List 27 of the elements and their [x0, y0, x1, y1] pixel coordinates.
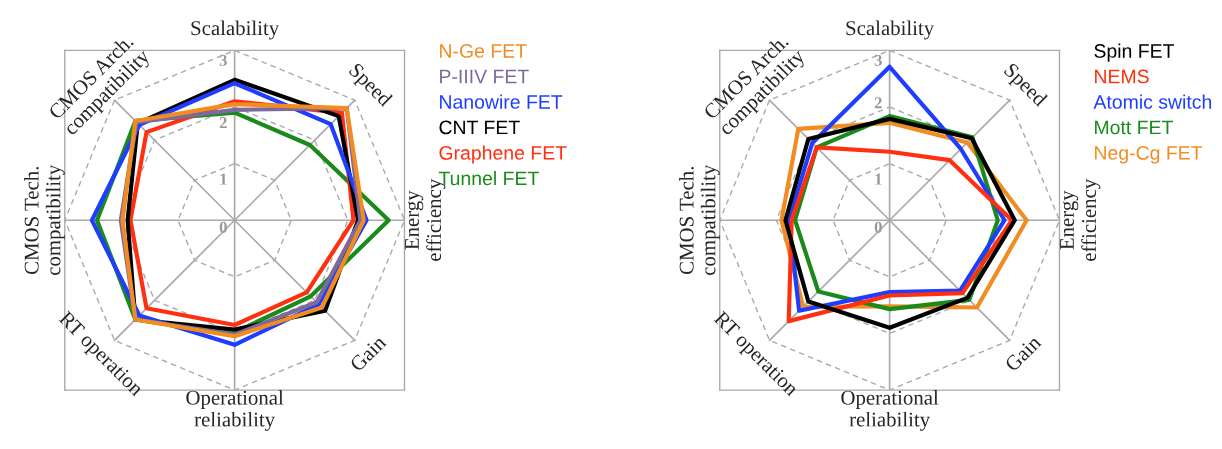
y-tick-label: 0	[219, 221, 227, 233]
spoke-label: CMOS Tech. compatibility	[24, 164, 65, 275]
y-tick-label: 0	[874, 221, 882, 233]
y-tick-label: 1	[220, 173, 227, 185]
y-tick-label: 3	[874, 54, 882, 66]
text: Neg-Cg FET	[1095, 146, 1203, 164]
text: Atomic switch	[1093, 94, 1212, 109]
y-tick-label: 2	[874, 97, 882, 109]
spoke-label: CMOS Tech. compatibility	[679, 164, 720, 275]
text: N-Ge FET	[440, 44, 527, 58]
text: Mott FET	[1095, 120, 1173, 135]
text: NEMS	[1095, 69, 1149, 84]
text: Graphene FET	[439, 145, 567, 164]
spoke-label: Scalability	[191, 20, 280, 40]
text: P-IIIV FET	[440, 69, 529, 84]
spoke-label: Energy efficiency	[1060, 178, 1101, 261]
text: CNT FET	[439, 120, 520, 135]
spoke-label: Operational reliability	[841, 390, 939, 431]
spoke-label: Gain	[1004, 334, 1042, 373]
y-tick-label: 3	[219, 54, 227, 66]
spoke-label: Operational reliability	[186, 390, 284, 431]
spoke-label: Gain	[349, 334, 387, 373]
spoke-label: Scalability	[846, 20, 935, 40]
y-tick-label: 2	[219, 116, 227, 128]
text: Spin FET	[1094, 43, 1175, 62]
y-tick-label: 1	[875, 173, 882, 185]
text: Nanowire FET	[440, 94, 563, 109]
